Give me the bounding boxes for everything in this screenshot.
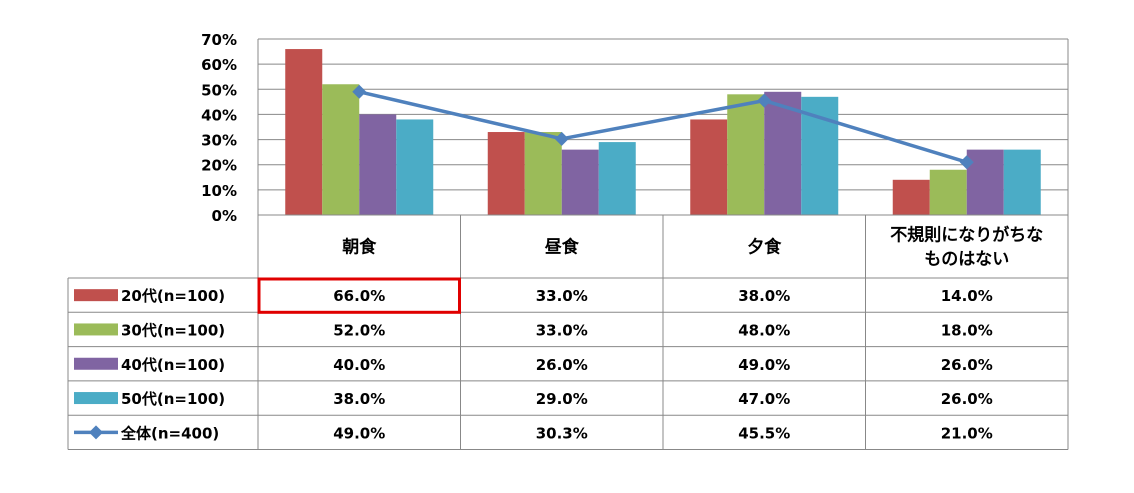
bar xyxy=(285,49,323,215)
bar xyxy=(487,132,525,215)
data-label: 26.0% xyxy=(536,356,588,374)
data-label: 30.3% xyxy=(536,424,588,442)
y-tick-label: 70% xyxy=(201,31,237,49)
line-marker xyxy=(959,155,974,170)
data-label: 18.0% xyxy=(941,321,993,339)
data-label: 47.0% xyxy=(738,390,790,408)
data-label: 26.0% xyxy=(941,390,993,408)
data-label: 66.0% xyxy=(333,287,385,305)
data-label: 38.0% xyxy=(738,287,790,305)
line-marker xyxy=(352,84,367,99)
bar xyxy=(690,119,728,215)
data-label: 21.0% xyxy=(941,424,993,442)
category-label: ものはない xyxy=(924,250,1009,270)
series-name: 20代(n=100) xyxy=(121,287,225,305)
bar xyxy=(359,114,397,215)
data-label: 38.0% xyxy=(333,390,385,408)
series-name: 30代(n=100) xyxy=(121,321,225,339)
series-line xyxy=(358,90,968,164)
category-label: 朝食 xyxy=(342,237,377,258)
data-label: 45.5% xyxy=(738,424,790,442)
data-label: 49.0% xyxy=(738,356,790,374)
legend-swatch xyxy=(74,357,118,370)
y-tick-label: 0% xyxy=(212,207,237,225)
bar xyxy=(1003,149,1041,215)
bar xyxy=(764,91,802,215)
data-label: 49.0% xyxy=(333,424,385,442)
bar xyxy=(396,119,434,215)
data-label: 48.0% xyxy=(738,321,790,339)
series-name: 40代(n=100) xyxy=(121,356,225,374)
data-label: 33.0% xyxy=(536,287,588,305)
data-label: 52.0% xyxy=(333,321,385,339)
highlight-box xyxy=(257,277,461,314)
category-label: 昼食 xyxy=(545,237,580,258)
bar xyxy=(561,149,599,215)
legend-swatch xyxy=(74,323,118,336)
data-label: 29.0% xyxy=(536,390,588,408)
data-label: 26.0% xyxy=(941,356,993,374)
data-label: 14.0% xyxy=(941,287,993,305)
bar xyxy=(322,84,360,215)
line-marker xyxy=(554,131,569,146)
bar xyxy=(727,94,765,215)
y-tick-label: 20% xyxy=(201,157,237,175)
bar xyxy=(929,169,967,215)
series-name: 全体(n=400) xyxy=(120,424,219,442)
y-tick-label: 40% xyxy=(201,106,237,124)
category-label: 夕食 xyxy=(747,237,782,258)
y-tick-label: 10% xyxy=(201,182,237,200)
bar xyxy=(598,142,636,215)
y-tick-label: 50% xyxy=(201,81,237,99)
legend-swatch xyxy=(74,392,118,405)
bar xyxy=(524,132,562,215)
bar xyxy=(966,149,1004,215)
line-marker xyxy=(757,93,772,108)
legend-marker xyxy=(89,425,103,440)
category-label: 不規則になりがちな xyxy=(890,225,1043,246)
bar xyxy=(892,179,930,215)
series-name: 50代(n=100) xyxy=(121,390,225,408)
y-tick-label: 30% xyxy=(201,132,237,150)
data-label: 40.0% xyxy=(333,356,385,374)
legend-swatch xyxy=(74,289,118,302)
y-tick-label: 60% xyxy=(201,56,237,74)
data-label: 33.0% xyxy=(536,321,588,339)
